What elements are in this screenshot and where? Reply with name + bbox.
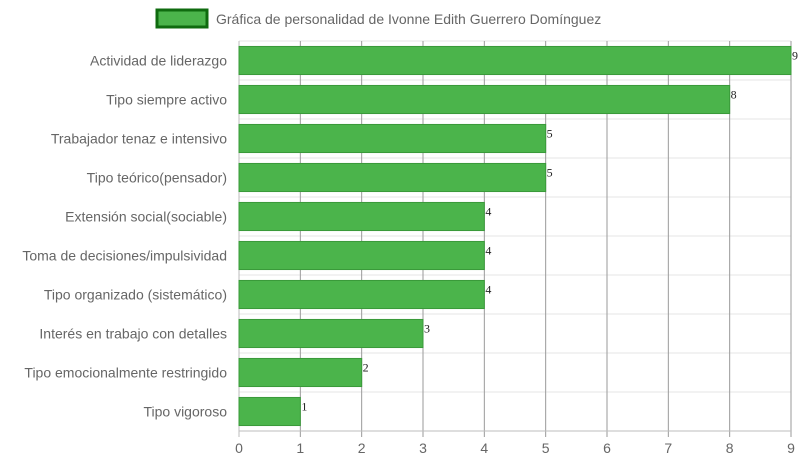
category-label: Actividad de liderazgo <box>90 53 227 69</box>
data-label: 4 <box>485 244 491 258</box>
category-label: Tipo organizado (sistemático) <box>44 287 227 303</box>
x-tick-label: 8 <box>726 440 734 456</box>
x-tick-label: 4 <box>480 440 488 456</box>
legend: Gráfica de personalidad de Ivonne Edith … <box>155 8 601 29</box>
bar <box>238 357 363 388</box>
bar <box>238 396 301 427</box>
x-tick-label: 2 <box>358 440 366 456</box>
category-labels: Actividad de liderazgo Tipo siempre activ… <box>22 53 227 420</box>
data-label: 5 <box>547 127 553 141</box>
x-tick-label: 0 <box>235 440 243 456</box>
x-tick-label: 7 <box>664 440 672 456</box>
bar <box>238 45 792 76</box>
category-label: Tipo teórico(pensador) <box>87 170 227 186</box>
data-label: 2 <box>363 361 369 375</box>
x-tick-label: 1 <box>296 440 304 456</box>
category-label: Extensión social(sociable) <box>65 209 227 225</box>
data-label: 9 <box>792 49 798 63</box>
data-label: 8 <box>731 88 737 102</box>
bar <box>238 240 485 271</box>
legend-swatch <box>155 8 209 29</box>
data-label: 1 <box>301 400 307 414</box>
category-label: Toma de decisiones/impulsividad <box>22 248 227 264</box>
data-label: 4 <box>485 205 491 219</box>
x-tick-label: 6 <box>603 440 611 456</box>
bars <box>238 45 792 427</box>
category-label: Trabajador tenaz e intensivo <box>51 131 227 147</box>
bar <box>238 318 424 349</box>
data-labels: 9 8 5 5 4 4 4 3 2 1 <box>301 49 798 414</box>
category-label: Tipo vigoroso <box>143 404 227 420</box>
bar <box>238 162 547 193</box>
bar <box>238 201 485 232</box>
x-tick-label: 3 <box>419 440 427 456</box>
category-label: Tipo siempre activo <box>106 92 227 108</box>
bar <box>238 123 547 154</box>
legend-label: Gráfica de personalidad de Ivonne Edith … <box>216 11 601 27</box>
bar <box>238 279 485 310</box>
category-label: Tipo emocionalmente restringido <box>24 365 227 381</box>
bar <box>238 84 731 115</box>
data-label: 5 <box>547 166 553 180</box>
x-axis-ticks: 0 1 2 3 4 5 6 7 8 9 <box>235 440 795 456</box>
data-label: 4 <box>485 283 491 297</box>
x-tick-label: 9 <box>787 440 795 456</box>
data-label: 3 <box>424 322 430 336</box>
category-label: Interés en trabajo con detalles <box>39 326 227 342</box>
x-tick-label: 5 <box>542 440 550 456</box>
